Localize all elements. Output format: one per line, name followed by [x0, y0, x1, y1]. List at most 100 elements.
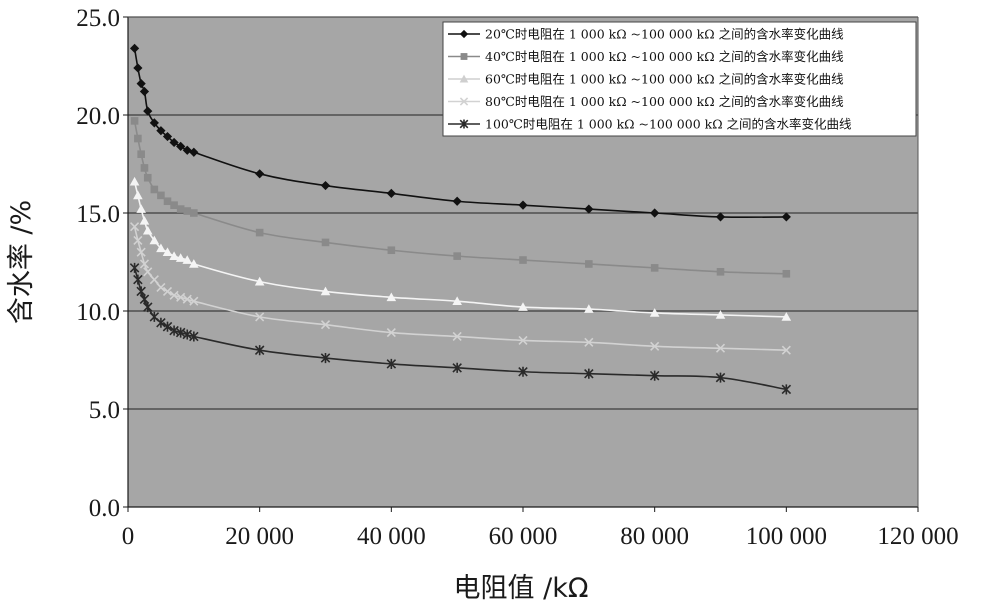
series-2-point-0 — [130, 117, 139, 125]
series-4-point-6 — [156, 282, 166, 293]
series-2-point-10 — [183, 207, 192, 215]
series-5-point-4 — [142, 302, 153, 313]
legend-label-1: 20℃时电阻在 1 000 kΩ ~100 000 kΩ 之间的含水率变化曲线 — [485, 27, 844, 42]
legend-label-5: 100℃时电阻在 1 000 kΩ ~100 000 kΩ 之间的含水率变化曲线 — [485, 117, 852, 132]
series-3-point-17 — [584, 304, 594, 313]
series-5-point-17 — [584, 368, 594, 379]
series-2 — [130, 117, 791, 278]
series-5-point-13 — [320, 353, 331, 364]
series-4-point-12 — [255, 312, 265, 322]
series-3 — [129, 176, 792, 321]
series-1-point-0 — [129, 43, 140, 53]
series-4-point-1 — [133, 235, 143, 246]
series-5-point-7 — [162, 321, 173, 332]
series-1-point-14 — [386, 188, 396, 198]
x-tick-label-4: 80 000 — [620, 523, 689, 550]
series-2-point-20 — [782, 269, 791, 278]
series-5-point-10 — [182, 329, 193, 340]
legend-box — [442, 21, 917, 137]
series-3-point-15 — [452, 296, 462, 306]
series-1-point-4 — [143, 106, 153, 116]
series-3-point-20 — [781, 312, 792, 321]
series-2-point-17 — [585, 260, 593, 268]
series-3-point-1 — [133, 190, 143, 200]
series-4-point-4 — [143, 267, 153, 277]
legend-marker-1 — [459, 29, 469, 39]
series-5-point-14 — [386, 358, 397, 369]
y-tick-label-2: 10.0 — [76, 299, 120, 326]
series-1-point-9 — [176, 141, 186, 151]
legend-marker-4 — [459, 97, 469, 106]
series-4 — [130, 222, 791, 355]
series-4-point-11 — [189, 296, 199, 306]
series-3-point-10 — [182, 255, 193, 264]
series-2-point-9 — [176, 205, 185, 213]
series-3-point-14 — [386, 292, 397, 302]
series-2-point-2 — [137, 150, 145, 158]
y-tick-label-4: 20.0 — [76, 103, 120, 130]
series-5-point-6 — [156, 317, 166, 328]
series-5-point-12 — [254, 345, 265, 356]
x-tick-label-0: 0 — [122, 523, 135, 550]
series-4-point-0 — [130, 222, 140, 232]
series-5-point-1 — [133, 274, 143, 285]
series-4-point-15 — [452, 331, 462, 342]
series-5-point-15 — [452, 362, 462, 373]
series-3-point-11 — [189, 259, 199, 268]
series-2-point-13 — [321, 238, 330, 247]
series-4-point-19 — [715, 343, 726, 353]
series-4-point-3 — [139, 259, 150, 269]
axes: 0.0 5.0 10.0 15.0 20.0 25.0 0 20 000 40 000 60 00… — [76, 5, 958, 550]
series-3-point-6 — [156, 243, 166, 253]
series-3-point-0 — [129, 176, 140, 186]
series-5-point-18 — [649, 370, 660, 381]
legend-marker-3 — [459, 74, 469, 83]
series-4-point-7 — [162, 286, 173, 296]
series-3-point-16 — [518, 302, 528, 311]
series-1-point-6 — [156, 126, 166, 136]
x-tick-label-1: 20 000 — [225, 523, 294, 550]
series-2-point-16 — [519, 256, 527, 264]
series-1-point-12 — [255, 169, 265, 179]
series-5 — [129, 262, 792, 395]
series-4-point-14 — [386, 327, 396, 338]
series-3-point-12 — [254, 276, 265, 286]
y-axis-label: 含水率 /% — [6, 200, 37, 324]
series-4-point-20 — [781, 345, 791, 355]
series-5-point-16 — [518, 366, 528, 377]
legend-label-2: 40℃时电阻在 1 000 kΩ ~100 000 kΩ 之间的含水率变化曲线 — [485, 49, 844, 64]
legend-marker-2 — [460, 53, 468, 60]
series-4-point-9 — [176, 292, 186, 302]
series-2-point-1 — [134, 134, 142, 143]
y-tick-label-0: 0.0 — [89, 495, 120, 522]
series-1-point-20 — [781, 212, 791, 222]
series-1-point-16 — [518, 200, 528, 210]
series-5-point-8 — [169, 325, 179, 336]
series-5-point-11 — [189, 331, 199, 342]
series-3-point-3 — [139, 216, 150, 225]
series-2-point-18 — [650, 264, 659, 272]
legend-label-4: 80℃时电阻在 1 000 kΩ ~100 000 kΩ 之间的含水率变化曲线 — [485, 94, 844, 109]
series-3-point-7 — [162, 247, 173, 257]
series-1 — [129, 43, 791, 222]
series-2-point-19 — [716, 268, 725, 276]
series-5-point-9 — [175, 327, 186, 338]
series-2-point-6 — [157, 191, 165, 200]
series-1-point-8 — [169, 137, 179, 148]
series-3-point-4 — [142, 225, 153, 235]
series-1-point-15 — [452, 196, 462, 206]
series-4-point-17 — [584, 337, 594, 347]
series-1-point-7 — [162, 131, 173, 142]
series-4-point-10 — [182, 294, 192, 304]
series-1-point-10 — [182, 145, 192, 155]
series-3-point-8 — [169, 251, 179, 260]
x-axis-label: 电阻值 /kΩ — [454, 573, 589, 604]
x-tick-label-2: 40 000 — [357, 523, 426, 550]
series-2-point-12 — [255, 228, 264, 237]
series-4-point-13 — [320, 320, 331, 330]
legend-marker-5 — [459, 119, 469, 129]
series-3-point-5 — [149, 235, 160, 245]
x-tick-label-5: 100 000 — [746, 523, 827, 550]
